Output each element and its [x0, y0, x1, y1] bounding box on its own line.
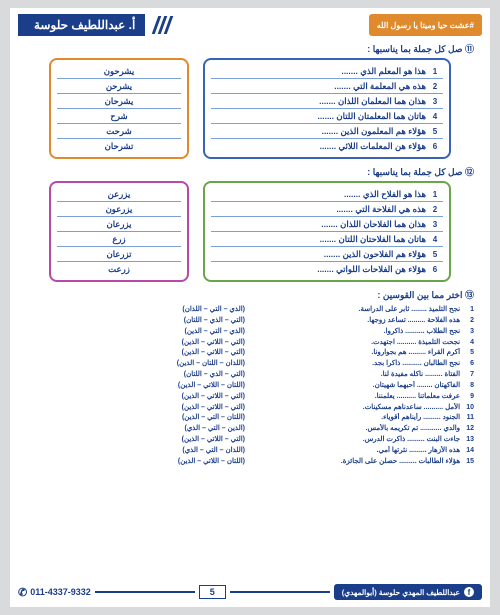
row: 5هؤلاء هم الفلاحون الذين .......: [211, 247, 443, 262]
line: (اللتان – اللاتي – الذين): [26, 457, 245, 468]
line: (التي – اللاتي – الذين): [26, 403, 245, 414]
row: 2هذه هي المعلمة التي .......: [211, 79, 443, 94]
line: 8 الفاكهتان ........ أحبهما شهيتان.: [255, 381, 474, 392]
row: 1هذا هو الفلاح الذي .......: [211, 187, 443, 202]
footer-page: 5: [199, 585, 226, 599]
line: 11 الجنود ......... رأيناهم أقوياء.: [255, 413, 474, 424]
header-orange: #عشت حيا وميتا يا رسول الله: [369, 14, 482, 36]
footer-line2: [95, 591, 195, 593]
q13-title: ⑬ اختر مما بين القوسين :: [18, 288, 474, 301]
footer: عبداللطيف المهدي حلوسة (أبوالمهدي) 5 011…: [18, 583, 482, 601]
q11-title: ⑪ صل كل جملة بما يناسبها :: [18, 42, 474, 55]
line: (اللتان – التي – الذين): [26, 413, 245, 424]
line: (التي – الذي – اللتان): [26, 370, 245, 381]
line: (الذي – التي – الذين): [26, 327, 245, 338]
q12-right-box: 1هذا هو الفلاح الذي .......2هذه هي الفلا…: [203, 181, 451, 282]
row: 4هاتان هما المعلمتان اللتان .......: [211, 109, 443, 124]
q12-left-box: يزرعنيزرعونيزرعانزرعتزرعانزرعت: [49, 181, 189, 282]
row: 2هذه هي الفلاحة التي .......: [211, 202, 443, 217]
q11-right-box: 1هذا هو المعلم الذي .......2هذه هي المعل…: [203, 58, 451, 159]
row: 4هاتان هما الفلاحتان اللتان .......: [211, 232, 443, 247]
header: #عشت حيا وميتا يا رسول الله أ. عبداللطيف…: [18, 14, 482, 36]
page: #عشت حيا وميتا يا رسول الله أ. عبداللطيف…: [10, 8, 490, 607]
q13-left-col: (الذي – التي – اللذان)(التي – الذي – الل…: [26, 305, 245, 468]
q12-title: ⑫ صل كل جملة بما يناسبها :: [18, 165, 474, 178]
row: زرع: [57, 232, 181, 247]
row: يشرحن: [57, 79, 181, 94]
line: (التي – اللاتي – الذين): [26, 338, 245, 349]
row: زرعت: [57, 262, 181, 276]
q13-right-col: 1 نجح التلميذ ........ ثابر على الدراسة.…: [255, 305, 474, 468]
row: يشرحان: [57, 94, 181, 109]
line: 5 أكرم القراء ......... هم بجوارونا.: [255, 348, 474, 359]
q12-pair: 1هذا هو الفلاح الذي .......2هذه هي الفلا…: [18, 181, 482, 282]
row: يزرعن: [57, 187, 181, 202]
line: 12 والدي ........... تم تكريمه بالأمس.: [255, 424, 474, 435]
line: 13 جاءت البنت ......... ذاكرت الدرس.: [255, 435, 474, 446]
row: 5هؤلاء هم المعلمون الذين .......: [211, 124, 443, 139]
header-blue: أ. عبداللطيف حلوسة: [18, 14, 145, 36]
line: 10 الأمل .......... ساعدناهم مسكينات.: [255, 403, 474, 414]
q11-pair: 1هذا هو المعلم الذي .......2هذه هي المعل…: [18, 58, 482, 159]
row: تزرعان: [57, 247, 181, 262]
line: 1 نجح التلميذ ........ ثابر على الدراسة.: [255, 305, 474, 316]
footer-phone: 011-4337-9332: [18, 586, 91, 599]
q13-block: 1 نجح التلميذ ........ ثابر على الدراسة.…: [18, 305, 482, 468]
line: 3 نجح الطلاب .......... ذاكروا.: [255, 327, 474, 338]
row: 3هذان هما المعلمان اللذان .......: [211, 94, 443, 109]
line: (الذين – التي – الذي): [26, 424, 245, 435]
row: يزرعون: [57, 202, 181, 217]
line: (اللذان – اللتان – الذين): [26, 359, 245, 370]
footer-line: [230, 591, 330, 593]
row: شرحت: [57, 124, 181, 139]
line: (اللتان – اللاتي – الذين): [26, 381, 245, 392]
row: 6هؤلاء هن الفلاحات اللواتي .......: [211, 262, 443, 276]
row: يزرعان: [57, 217, 181, 232]
line: (اللذان – التي – الذي): [26, 446, 245, 457]
row: تشرحان: [57, 139, 181, 153]
q11-left-box: يشرحونيشرحنيشرحانشرحشرحتتشرحان: [49, 58, 189, 159]
line: 14 هذه الأزهار ......... نثرتها أمي.: [255, 446, 474, 457]
line: 9 عرفت معلماتنا .......... يعلمننا.: [255, 392, 474, 403]
row: 1هذا هو المعلم الذي .......: [211, 64, 443, 79]
line: (التي – اللاتي – الذين): [26, 435, 245, 446]
line: 6 نجح الطالبان .......... ذاكرا بجد.: [255, 359, 474, 370]
row: 3هذان هما الفلاحان اللذان .......: [211, 217, 443, 232]
row: يشرحون: [57, 64, 181, 79]
footer-fb: عبداللطيف المهدي حلوسة (أبوالمهدي): [334, 584, 482, 600]
line: 7 الفتاة ......... ناكله مفيدة لنا.: [255, 370, 474, 381]
line: (التي – اللاتي – الذين): [26, 348, 245, 359]
row: شرح: [57, 109, 181, 124]
line: 15 هؤلاء الطالبات ......... حصلن على الج…: [255, 457, 474, 468]
line: (الذي – التي – اللذان): [26, 305, 245, 316]
header-spacer: [179, 14, 364, 36]
header-stripes: [149, 14, 175, 36]
line: 4 نجحت التلميذة .......... اجتهدت.: [255, 338, 474, 349]
row: 6هؤلاء هن المعلمات اللائي .......: [211, 139, 443, 153]
line: 2 هذه الفلاحة ......... تساعد زوجها.: [255, 316, 474, 327]
line: (التي – الذي – اللتان): [26, 316, 245, 327]
line: (التي – اللاتي – الذين): [26, 392, 245, 403]
